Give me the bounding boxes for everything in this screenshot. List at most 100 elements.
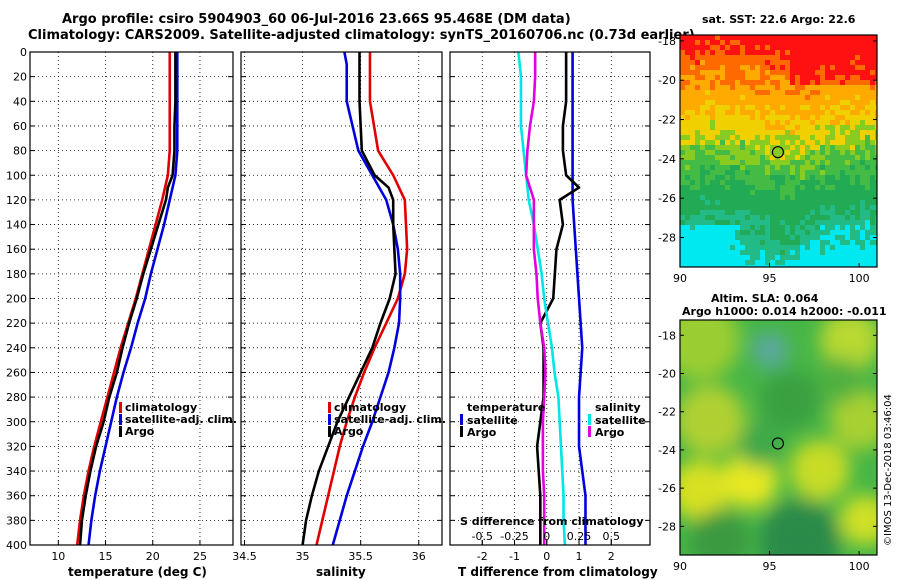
panel-frame: [240, 51, 443, 546]
sst-cell: [825, 130, 831, 136]
sst-cell: [810, 255, 816, 261]
sst-cell: [805, 260, 811, 266]
sst-cell: [740, 40, 746, 46]
sst-cell: [780, 250, 786, 256]
sst-cell: [780, 245, 786, 251]
sst-cell: [835, 100, 841, 106]
sst-cell: [760, 80, 766, 86]
sst-cell: [850, 135, 856, 141]
sst-cell: [850, 255, 856, 261]
sst-cell: [720, 45, 726, 51]
sst-cell: [865, 165, 871, 171]
sst-cell: [805, 95, 811, 101]
sst-cell: [870, 175, 876, 181]
sst-cell: [685, 170, 691, 176]
sst-cell: [680, 185, 686, 191]
sst-cell: [820, 110, 826, 116]
x-axis-label: salinity: [316, 565, 366, 579]
sst-cell: [745, 235, 751, 241]
sst-cell: [685, 95, 691, 101]
sst-cell: [770, 40, 776, 46]
sst-cell: [820, 220, 826, 226]
sst-cell: [740, 85, 746, 91]
sst-cell: [875, 255, 877, 261]
sst-cell: [825, 185, 831, 191]
sst-cell: [845, 40, 851, 46]
sst-cell: [790, 75, 796, 81]
sst-cell: [785, 260, 791, 266]
sst-cell: [750, 185, 756, 191]
sst-cell: [690, 180, 696, 186]
sst-cell: [805, 210, 811, 216]
sst-cell: [715, 140, 721, 146]
sst-cell: [695, 240, 701, 246]
sst-cell: [765, 50, 771, 56]
sst-cell: [710, 90, 716, 96]
sst-cell: [765, 80, 771, 86]
sst-cell: [810, 205, 816, 211]
sst-cell: [695, 60, 701, 66]
sst-cell: [835, 85, 841, 91]
sst-cell: [775, 165, 781, 171]
sst-cell: [815, 245, 821, 251]
sst-cell: [785, 185, 791, 191]
sst-cell: [715, 105, 721, 111]
y-tick-label: 320: [6, 440, 27, 453]
sst-cell: [735, 90, 741, 96]
sst-cell: [800, 60, 806, 66]
sst-cell: [805, 35, 811, 41]
sla-map-subtitle: Argo h1000: 0.014 h2000: -0.011: [682, 305, 887, 318]
sst-cell: [710, 165, 716, 171]
sst-cell: [780, 45, 786, 51]
sst-cell: [710, 145, 716, 151]
sst-cell: [720, 150, 726, 156]
sst-cell: [805, 225, 811, 231]
sst-cell: [875, 170, 877, 176]
sst-cell: [715, 245, 721, 251]
sst-cell: [740, 220, 746, 226]
series-line-climatology: [315, 52, 409, 546]
sst-cell: [730, 175, 736, 181]
sst-cell: [845, 245, 851, 251]
sst-cell: [720, 50, 726, 56]
sst-cell: [800, 185, 806, 191]
sst-cell: [865, 115, 871, 121]
sst-cell: [785, 255, 791, 261]
sst-cell: [870, 155, 876, 161]
sst-cell: [715, 165, 721, 171]
sst-cell: [865, 140, 871, 146]
sst-cell: [820, 185, 826, 191]
sst-cell: [855, 50, 861, 56]
sst-cell: [770, 205, 776, 211]
sst-cell: [735, 250, 741, 256]
sst-cell: [815, 80, 821, 86]
sst-cell: [825, 180, 831, 186]
sst-cell: [755, 140, 761, 146]
sst-cell: [845, 105, 851, 111]
sst-cell: [765, 100, 771, 106]
sst-cell: [845, 240, 851, 246]
map-y-tick-label: -26: [658, 192, 676, 205]
sst-cell: [690, 40, 696, 46]
sst-cell: [865, 90, 871, 96]
sst-cell: [695, 230, 701, 236]
sst-cell: [780, 150, 786, 156]
sst-cell: [870, 170, 876, 176]
map-x-tick-label: 100: [849, 560, 870, 573]
sst-cell: [730, 245, 736, 251]
sst-cell: [730, 35, 736, 41]
sst-cell: [865, 200, 871, 206]
sst-cell: [785, 180, 791, 186]
sst-cell: [830, 235, 836, 241]
sst-cell: [690, 155, 696, 161]
sst-cell: [720, 40, 726, 46]
sst-cell: [725, 85, 731, 91]
sst-cell: [840, 85, 846, 91]
sst-cell: [705, 50, 711, 56]
sst-cell: [780, 130, 786, 136]
sst-cell: [860, 125, 866, 131]
sst-cell: [870, 250, 876, 256]
sst-cell: [835, 145, 841, 151]
sst-cell: [850, 130, 856, 136]
sst-cell: [760, 165, 766, 171]
